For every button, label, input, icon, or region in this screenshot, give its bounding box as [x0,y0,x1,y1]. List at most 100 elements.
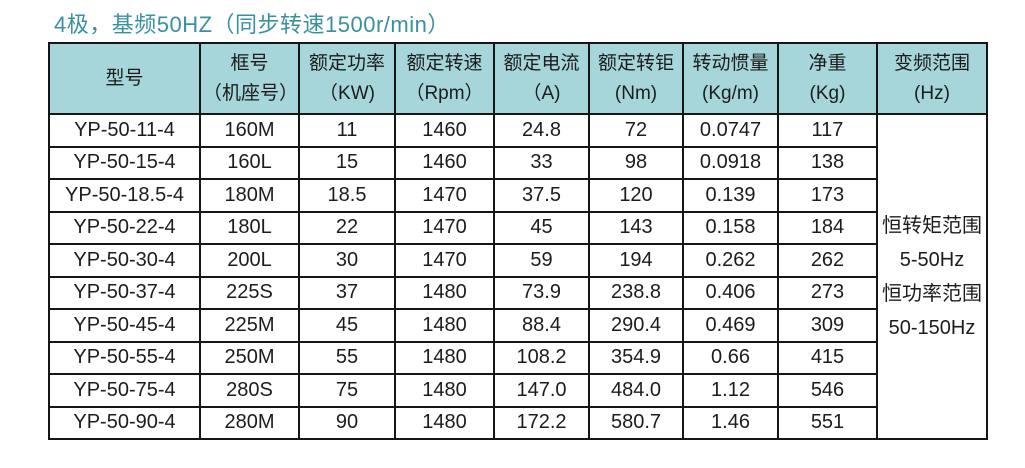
cell-current: 59 [493,243,590,278]
cell-weight: 262 [777,243,878,278]
cell-model: YP-50-11-4 [48,113,201,148]
cell-frame: 200L [199,243,300,278]
cell-weight: 138 [777,145,878,180]
cell-current: 108.2 [493,340,590,375]
cell-frame: 225S [199,275,300,310]
cell-torque: 194 [588,243,684,278]
cell-current: 73.9 [493,275,590,310]
table-row: YP-50-37-4 225S 37 1480 73.9 238.8 0.406… [48,275,987,310]
cell-inertia: 0.406 [682,275,779,310]
cell-inertia: 0.262 [682,243,779,278]
col-header-line: 额定转速 [406,52,483,74]
col-header-rated-current: 额定电流 （A) [493,42,590,115]
cell-torque: 290.4 [588,308,684,343]
cell-current: 147.0 [493,373,590,408]
col-header-frame: 框号 （机座号） [199,42,300,115]
cell-current: 37.5 [493,178,590,213]
col-header-line: （A) [522,82,561,104]
col-header-rated-speed: 额定转速 （Rpm） [394,42,495,115]
table-row: YP-50-90-4 280M 90 1480 172.2 580.7 1.46… [48,405,987,440]
cell-weight: 415 [777,340,878,375]
cell-model: YP-50-55-4 [48,340,201,375]
cell-frame: 180M [199,178,300,213]
cell-frame: 225M [199,308,300,343]
col-header-line: 额定电流 [503,52,580,74]
freq-range-line: 5-50Hz [899,248,965,271]
cell-inertia: 0.0747 [682,113,779,148]
table-row: YP-50-30-4 200L 30 1470 59 194 0.262 262 [48,243,987,278]
col-header-freq-range: 变频范围 (Hz) [876,42,988,115]
col-header-line: 型号 [105,67,144,89]
table-body: YP-50-11-4 160M 11 1460 24.8 72 0.0747 1… [48,113,988,440]
freq-range-line: 恒转矩范围 [882,214,982,237]
cell-frame: 280M [199,405,300,440]
table-row: YP-50-45-4 225M 45 1480 88.4 290.4 0.469… [48,308,987,343]
cell-power: 45 [298,308,396,343]
cell-power: 15 [298,145,396,180]
col-header-line: (Kg) [809,82,846,104]
cell-inertia: 0.469 [682,308,779,343]
col-header-line: 净重 [808,52,847,74]
cell-power: 18.5 [298,178,396,213]
col-header-line: (Hz) [914,82,950,104]
col-header-rated-torque: 额定转钜 (Nm) [588,42,684,115]
cell-power: 37 [298,275,396,310]
cell-torque: 98 [588,145,684,180]
cell-weight: 117 [777,113,878,148]
cell-speed: 1470 [394,178,495,213]
col-header-line: （机座号） [203,82,299,104]
cell-torque: 72 [588,113,684,148]
cell-inertia: 0.158 [682,210,779,245]
cell-frame: 250M [199,340,300,375]
cell-speed: 1480 [394,340,495,375]
cell-torque: 484.0 [588,373,684,408]
table-row: YP-50-55-4 250M 55 1480 108.2 354.9 0.66… [48,340,987,375]
freq-range-line: 50-150Hz [888,316,976,339]
cell-speed: 1470 [394,243,495,278]
cell-inertia: 0.66 [682,340,779,375]
cell-current: 45 [493,210,590,245]
cell-speed: 1460 [394,113,495,148]
cell-speed: 1460 [394,145,495,180]
col-header-line: (Kg/m) [702,82,759,104]
cell-inertia: 0.0918 [682,145,779,180]
col-header-line: 变频范围 [893,52,970,74]
col-header-line: 额定转钜 [597,52,674,74]
motor-spec-table: 型号 框号 （机座号） 额定功率 （KW) 额定转速 （Rpm） 额定电流 [48,42,988,440]
col-header-rated-power: 额定功率 （KW) [298,42,396,115]
cell-inertia: 0.139 [682,178,779,213]
cell-frame: 160L [199,145,300,180]
col-header-line: 额定功率 [308,52,385,74]
cell-model: YP-50-45-4 [48,308,201,343]
table-row: YP-50-18.5-4 180M 18.5 1470 37.5 120 0.1… [48,178,987,213]
col-header-net-weight: 净重 (Kg) [777,42,878,115]
cell-frame: 280S [199,373,300,408]
col-header-line: （KW) [319,82,375,104]
cell-weight: 309 [777,308,878,343]
col-header-line: 框号 [230,52,269,74]
cell-model: YP-50-18.5-4 [48,178,201,213]
cell-inertia: 1.12 [682,373,779,408]
cell-model: YP-50-22-4 [48,210,201,245]
cell-model: YP-50-15-4 [48,145,201,180]
cell-current: 88.4 [493,308,590,343]
cell-model: YP-50-37-4 [48,275,201,310]
cell-frame: 160M [199,113,300,148]
cell-speed: 1480 [394,405,495,440]
cell-power: 11 [298,113,396,148]
table-row: YP-50-75-4 280S 75 1480 147.0 484.0 1.12… [48,373,987,408]
cell-model: YP-50-90-4 [48,405,201,440]
cell-weight: 551 [777,405,878,440]
cell-weight: 273 [777,275,878,310]
cell-speed: 1480 [394,275,495,310]
cell-frame: 180L [199,210,300,245]
cell-torque: 120 [588,178,684,213]
cell-freq-range: 恒转矩范围 5-50Hz 恒功率范围 50-150Hz [876,113,988,440]
cell-weight: 184 [777,210,878,245]
cell-power: 90 [298,405,396,440]
col-header-line: (Nm) [614,82,658,104]
cell-torque: 354.9 [588,340,684,375]
freq-range-line: 恒功率范围 [882,282,982,305]
cell-inertia: 1.46 [682,405,779,440]
